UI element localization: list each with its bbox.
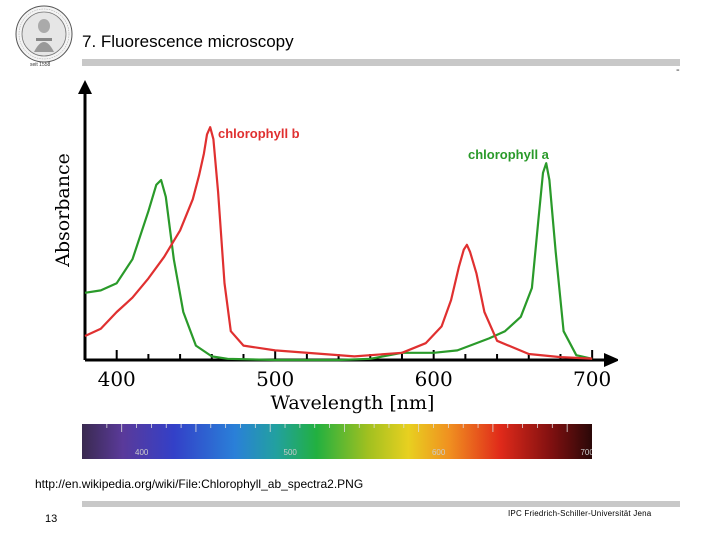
series-line-chlorophyll-a — [84, 162, 593, 362]
x-tick-label: 500 — [256, 367, 294, 391]
absorbance-chart: 400 500 600 700 Wavelength [nm] Absorbance chl… — [52, 80, 618, 414]
x-tick-label: 600 — [415, 367, 453, 391]
spectrum-tick-label: 500 — [284, 448, 298, 457]
x-tick-label: 400 — [98, 367, 136, 391]
y-axis-arrow — [78, 80, 92, 94]
chart-labels: 400 500 600 700 Wavelength [nm] Absorbance chl… — [52, 126, 611, 414]
university-seal-logo — [15, 5, 73, 63]
x-axis-arrow — [604, 353, 618, 367]
spectrum-tick-label: 600 — [432, 448, 446, 457]
annotation-chlorophyll-b: chlorophyll b — [218, 126, 300, 141]
title-rule — [82, 59, 680, 66]
spectrum-ticks: 400 500 600 700 — [106, 424, 592, 457]
slide-title: 7. Fluorescence microscopy — [82, 32, 294, 51]
spectrum-tick-label: 700 — [580, 448, 592, 457]
x-axis-title: Wavelength [nm] — [271, 392, 435, 414]
source-link[interactable]: http://en.wikipedia.org/wiki/File:Chloro… — [35, 477, 364, 491]
spectrum-tick-label: 400 — [135, 448, 149, 457]
footer-rule — [82, 501, 680, 507]
logo-caption: seit 1558 — [30, 62, 51, 68]
visible-spectrum-bar: 400 500 600 700 — [82, 424, 592, 459]
y-axis-title: Absorbance — [52, 153, 74, 268]
annotation-chlorophyll-a: chlorophyll a — [468, 147, 550, 162]
institution-name: IPC Friedrich-Schiller-Universität Jena — [508, 509, 652, 518]
corner-mark: - — [676, 64, 680, 76]
page-number: 13 — [45, 513, 58, 525]
x-tick-label: 700 — [573, 367, 611, 391]
series-line-chlorophyll-b — [84, 126, 593, 360]
chart-lines — [84, 126, 593, 362]
